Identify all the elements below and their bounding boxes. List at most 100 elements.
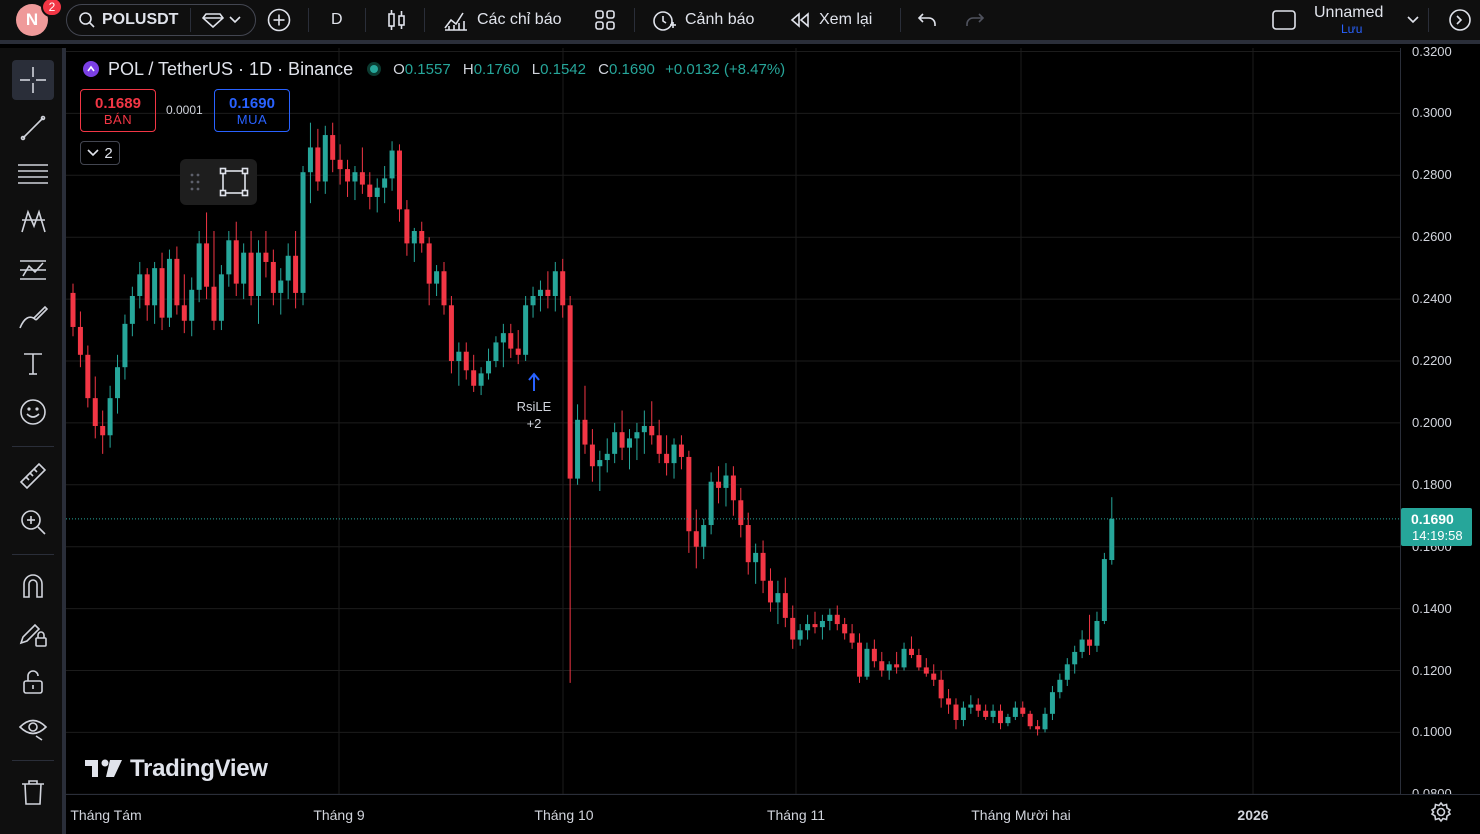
delete-tool[interactable] xyxy=(12,772,54,812)
candle xyxy=(723,463,729,507)
candle-body xyxy=(790,617,796,640)
price-tick-label: 0.2800 xyxy=(1412,167,1452,183)
candle-body xyxy=(523,305,529,355)
zoom-tool[interactable] xyxy=(12,502,54,542)
settings-gear-icon[interactable] xyxy=(1430,801,1452,828)
tradingview-watermark[interactable]: TradingView xyxy=(84,755,268,783)
candle-body xyxy=(968,704,974,708)
candle xyxy=(293,231,299,309)
candle-body xyxy=(1027,713,1033,727)
chevron-down-icon[interactable] xyxy=(1407,0,1419,40)
candle xyxy=(857,633,863,683)
candle-body xyxy=(701,525,707,547)
candle xyxy=(1079,630,1085,659)
candle-body xyxy=(374,187,380,197)
price-chart[interactable] xyxy=(66,48,1400,794)
indicators-toggle[interactable]: 2 xyxy=(80,141,120,165)
save-label[interactable]: Lưu xyxy=(1341,22,1363,36)
hide-drawings-tool[interactable] xyxy=(12,708,54,748)
candle xyxy=(233,221,239,297)
candle xyxy=(797,624,803,646)
rectangle-icon[interactable] xyxy=(219,167,249,197)
candle xyxy=(322,125,328,194)
redo-icon xyxy=(966,13,985,26)
candle xyxy=(894,651,900,674)
layout-icon[interactable] xyxy=(1272,0,1296,40)
text-tool[interactable] xyxy=(12,344,54,384)
fast-forward-icon[interactable] xyxy=(1448,0,1478,40)
chart-title[interactable]: POL / TetherUS · 1D · Binance xyxy=(108,58,354,79)
redo-button[interactable] xyxy=(965,0,985,40)
market-status-icon[interactable] xyxy=(367,62,382,76)
candle-body xyxy=(990,710,996,717)
magnet-tool[interactable] xyxy=(12,566,54,606)
emoji-tool[interactable] xyxy=(12,392,54,432)
horizontal-lines-tool[interactable] xyxy=(12,154,54,194)
candle xyxy=(782,577,788,628)
candle xyxy=(463,342,469,380)
candle-body xyxy=(634,432,640,439)
trend-line-icon xyxy=(20,115,46,141)
candle-body xyxy=(575,419,581,479)
candle xyxy=(908,636,914,659)
candle-body xyxy=(508,333,514,349)
candle-body xyxy=(352,172,358,182)
pattern-icon xyxy=(21,209,46,233)
candle-body xyxy=(753,552,759,563)
countdown-timer: 14:19:58 xyxy=(1412,527,1463,543)
candle xyxy=(1094,611,1100,652)
candle xyxy=(627,429,632,470)
lock-drawing-tool[interactable] xyxy=(12,614,54,654)
alerts-button[interactable]: Cảnh báo xyxy=(651,0,754,40)
brush-tool[interactable] xyxy=(12,298,54,338)
chevron-down-icon[interactable] xyxy=(229,0,241,40)
candle-body xyxy=(115,367,121,399)
trend-line-tool[interactable] xyxy=(12,108,54,148)
add-symbol-button[interactable] xyxy=(267,0,291,40)
candle xyxy=(493,336,499,368)
signal-label[interactable]: RsiLE xyxy=(516,399,552,414)
layout-name[interactable]: Unnamed xyxy=(1314,4,1384,21)
candle-body xyxy=(1049,692,1055,714)
diamond-icon[interactable] xyxy=(202,0,224,40)
arrow-up-icon[interactable] xyxy=(527,372,541,392)
sell-button[interactable]: 0.1689 BÁN xyxy=(80,89,156,132)
candle-body xyxy=(218,274,224,321)
signal-extra[interactable]: +2 xyxy=(526,416,542,431)
indicators-button[interactable]: Các chỉ báo xyxy=(443,0,562,40)
time-axis[interactable]: Tháng Tám Tháng 9 Tháng 10 Tháng 11 Tháng Mư… xyxy=(66,794,1480,834)
candle xyxy=(767,568,773,612)
candle-body xyxy=(730,475,736,501)
price-axis[interactable]: 0.3200 0.3000 0.2800 0.2600 0.2400 0.2200 0.20… xyxy=(1400,44,1480,801)
buy-button[interactable]: 0.1690 MUA xyxy=(214,89,290,132)
interval-button[interactable]: D xyxy=(331,11,343,28)
candle xyxy=(166,249,172,327)
price-tick-label: 0.1000 xyxy=(1412,724,1452,740)
symbol-search-box[interactable] xyxy=(66,4,256,36)
candle-body xyxy=(864,648,870,677)
crosshair-tool[interactable] xyxy=(12,60,54,100)
forecast-tool[interactable] xyxy=(12,250,54,290)
measure-tool[interactable] xyxy=(12,456,54,496)
candle-body xyxy=(552,271,558,297)
lock-all-tool[interactable] xyxy=(12,662,54,702)
candle xyxy=(686,450,692,553)
candle-body xyxy=(886,664,892,671)
replay-button[interactable]: Xem lại xyxy=(789,0,872,40)
candle-body xyxy=(1109,518,1115,561)
undo-button[interactable] xyxy=(917,0,937,40)
drag-handle-icon[interactable] xyxy=(189,172,201,192)
candle xyxy=(1005,713,1011,727)
floating-toolbar[interactable] xyxy=(180,159,257,205)
pattern-tool[interactable] xyxy=(12,202,54,242)
candle-body xyxy=(686,456,692,532)
zoom-in-icon xyxy=(21,510,46,535)
pencil-lock-icon xyxy=(19,623,47,647)
candle-body xyxy=(500,333,506,343)
candle-body xyxy=(998,710,1003,724)
candles-icon[interactable] xyxy=(386,0,408,40)
price-tick-label: 0.3200 xyxy=(1412,43,1452,59)
candle xyxy=(285,243,291,300)
layout-grid-button[interactable] xyxy=(594,0,616,40)
symbol-name[interactable]: POLUSDT xyxy=(102,11,179,28)
